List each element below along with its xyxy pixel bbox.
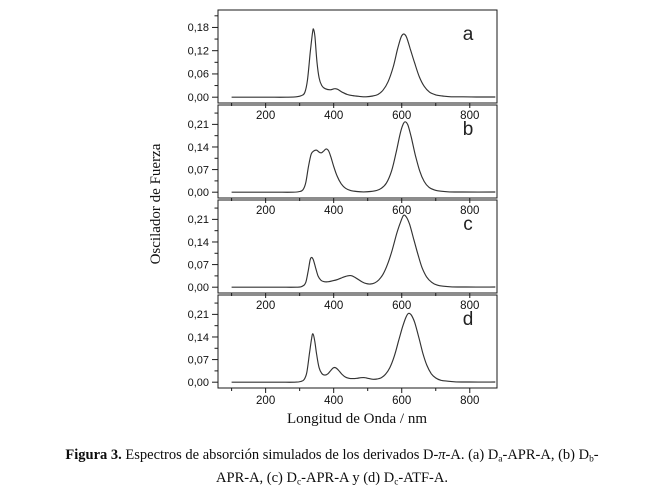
- caption-subscript: c: [296, 477, 302, 488]
- y-tick-label: 0,21: [188, 119, 209, 131]
- caption-line-2: APR-A, (c) Dc-APR-A y (d) Dc-ATF-A.: [0, 469, 664, 492]
- caption-text: -APR-A, (b) D: [502, 447, 590, 463]
- caption-subscript: a: [498, 454, 503, 465]
- panel-letter-d: d: [463, 309, 474, 330]
- x-axis-title: Longitud de Onda / nm: [287, 411, 427, 427]
- panel-box-a: [217, 9, 498, 104]
- caption-line-1: Figura 3. Espectros de absorción simulad…: [0, 446, 664, 469]
- y-tick-label: 0,14: [188, 237, 209, 249]
- y-tick-label: 0,00: [188, 187, 209, 199]
- x-tick-label: 400: [324, 205, 343, 217]
- x-tick-label: 800: [460, 395, 479, 407]
- caption-figure-label: Figura 3.: [65, 447, 122, 463]
- x-tick-label: 600: [392, 205, 411, 217]
- x-tick-label: 200: [256, 395, 275, 407]
- y-tick-label: 0,07: [188, 354, 209, 366]
- x-tick-label: 200: [256, 300, 275, 312]
- panel-letter-a: a: [463, 24, 474, 45]
- caption-subscript: c: [394, 477, 399, 488]
- y-tick-label: 0,07: [188, 164, 209, 176]
- spectrum-curve-d: [231, 312, 496, 383]
- y-tick-label: 0,00: [188, 377, 209, 389]
- panel-box-b: [217, 104, 498, 199]
- caption-text: -APR-A y (d) D: [301, 469, 395, 486]
- spectra-chart: 0,00 0,06 0,12 0,18 200 400 600 800 a 0,00 0,07 0,1…: [148, 9, 498, 427]
- panel-box-c: [217, 199, 498, 294]
- spectrum-curve-c: [231, 214, 496, 288]
- y-tick-label: 0,18: [188, 22, 209, 34]
- y-tick-label: 0,07: [188, 259, 209, 271]
- caption-subscript: b: [589, 454, 594, 465]
- x-tick-label: 600: [392, 300, 411, 312]
- y-tick-label: 0,21: [188, 214, 209, 226]
- y-tick-label: 0,14: [188, 332, 209, 344]
- caption-text: APR-A, (c) D: [216, 469, 297, 486]
- x-tick-label: 800: [460, 205, 479, 217]
- caption-text: -ATF-A.: [398, 469, 448, 486]
- y-tick-label: 0,06: [188, 69, 209, 81]
- spectrum-curve-a: [231, 28, 496, 98]
- caption-text: -A. (a) D: [445, 447, 499, 463]
- x-tick-label: 600: [392, 395, 411, 407]
- panel-box-d: [217, 294, 498, 389]
- y-axis-title: Oscilador de Fuerza: [148, 143, 164, 264]
- x-tick-label: 600: [392, 110, 411, 122]
- spectrum-curve-b: [231, 121, 496, 193]
- x-tick-label: 400: [324, 395, 343, 407]
- figure-caption: Figura 3. Espectros de absorción simulad…: [0, 446, 664, 491]
- caption-text: -: [593, 447, 599, 463]
- y-tick-label: 0,00: [188, 92, 209, 104]
- x-tick-label: 200: [256, 110, 275, 122]
- x-tick-label: 800: [460, 300, 479, 312]
- y-tick-label: 0,14: [188, 142, 209, 154]
- y-tick-label: 0,21: [188, 309, 209, 321]
- x-tick-label: 800: [460, 110, 479, 122]
- y-tick-label: 0,12: [188, 45, 209, 57]
- panel-letter-b: b: [463, 119, 474, 140]
- caption-text: Espectros de absorción simulados de los …: [121, 447, 439, 463]
- x-tick-label: 400: [324, 300, 343, 312]
- caption-pi-symbol: π: [438, 447, 446, 463]
- panel-letter-c: c: [463, 214, 473, 235]
- x-tick-label: 400: [324, 110, 343, 122]
- y-tick-label: 0,00: [188, 282, 209, 294]
- panels-group: 0,00 0,06 0,12 0,18 200 400 600 800 a 0,00 0,07 0,1…: [188, 9, 498, 407]
- x-tick-label: 200: [256, 205, 275, 217]
